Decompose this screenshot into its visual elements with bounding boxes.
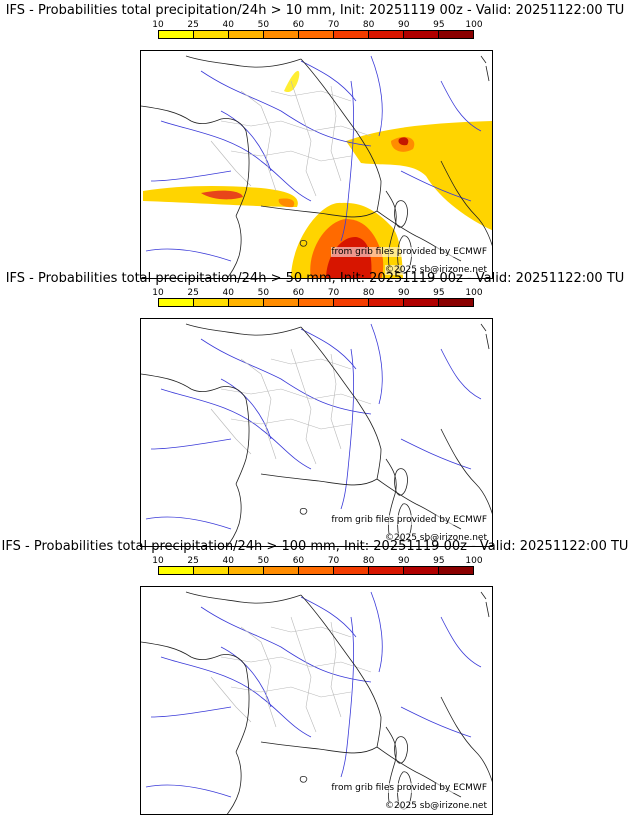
map-title: IFS - Probabilities total precipitation/…	[5, 271, 625, 286]
colorbar-segment	[369, 31, 404, 38]
colorbar-segment	[194, 31, 229, 38]
colorbar-segment	[299, 31, 334, 38]
colorbar-tick-label: 10	[152, 20, 164, 30]
colorbar-segment	[194, 299, 229, 306]
probability-map[interactable]: from grib files provided by ECMWF ©2025 …	[140, 50, 493, 279]
forecast-panel-10mm: IFS - Probabilities total precipitation/…	[0, 3, 630, 279]
colorbar-tick-label: 60	[292, 20, 305, 30]
colorbar-tick-label: 40	[222, 556, 234, 566]
colorbar-tick-label: 100	[465, 288, 483, 298]
coastlines-and-borders	[141, 591, 492, 814]
colorbar-tick-label: 90	[398, 556, 410, 566]
source-credit: from grib files provided by ECMWF	[331, 783, 487, 793]
region-borders	[210, 80, 372, 197]
colorbar-segment	[334, 299, 369, 306]
colorbar-tick-labels: 10 25 40 50 60 70 80 90 95 100	[143, 20, 483, 31]
rivers	[145, 55, 482, 262]
colorbar-segment	[229, 567, 264, 574]
colorbar-tick-label: 25	[187, 20, 199, 30]
islands	[299, 468, 412, 542]
map-title: IFS - Probabilities total precipitation/…	[5, 3, 625, 18]
colorbar-tick-labels: 10 25 40 50 60 70 80 90 95 100	[143, 288, 483, 299]
map-canvas	[141, 323, 492, 546]
colorbar-segment	[159, 299, 194, 306]
map-canvas	[141, 55, 492, 278]
colorbar-segment	[229, 299, 264, 306]
colorbar-segment	[439, 567, 473, 574]
region-borders	[210, 616, 372, 733]
rivers	[145, 591, 482, 798]
prob-area-pyrenees-east	[278, 198, 295, 208]
colorbar	[158, 566, 474, 575]
colorbar-segment	[404, 31, 439, 38]
copyright-notice: ©2025 sb@irizone.net	[385, 265, 487, 275]
colorbar-tick-label: 40	[222, 20, 234, 30]
rivers	[145, 323, 482, 530]
coastlines-and-borders	[141, 323, 492, 546]
probability-map[interactable]: from grib files provided by ECMWF ©2025 …	[140, 318, 493, 547]
colorbar-segment	[334, 567, 369, 574]
colorbar-tick-label: 95	[433, 20, 445, 30]
colorbar-tick-label: 60	[292, 288, 305, 298]
colorbar-tick-label: 100	[465, 556, 483, 566]
colorbar-tick-label: 25	[187, 288, 199, 298]
copyright-notice: ©2025 sb@irizone.net	[385, 801, 487, 811]
colorbar-segment	[404, 567, 439, 574]
colorbar-segment	[264, 567, 299, 574]
copyright-notice: ©2025 sb@irizone.net	[385, 533, 487, 543]
colorbar-segment	[369, 567, 404, 574]
colorbar-segment	[334, 31, 369, 38]
forecast-panel-50mm: IFS - Probabilities total precipitation/…	[0, 271, 630, 547]
source-credit: from grib files provided by ECMWF	[331, 515, 487, 525]
map-canvas	[141, 591, 492, 814]
forecast-panel-100mm: IFS - Probabilities total precipitation/…	[0, 539, 630, 815]
region-borders	[210, 348, 372, 465]
probability-map[interactable]: from grib files provided by ECMWF ©2025 …	[140, 586, 493, 815]
colorbar-tick-label: 70	[327, 556, 340, 566]
colorbar	[158, 298, 474, 307]
colorbar-segment	[404, 299, 439, 306]
colorbar-tick-label: 95	[433, 288, 445, 298]
map-title: IFS - Probabilities total precipitation/…	[1, 539, 629, 554]
prob-area-north	[284, 70, 300, 93]
islands	[299, 736, 412, 810]
colorbar-tick-label: 25	[187, 556, 199, 566]
colorbar-segment	[439, 299, 473, 306]
colorbar-tick-label: 80	[362, 556, 375, 566]
colorbar-segment	[299, 567, 334, 574]
colorbar-tick-label: 50	[257, 20, 270, 30]
colorbar-segment	[159, 567, 194, 574]
colorbar-tick-label: 10	[152, 288, 164, 298]
colorbar-segment	[159, 31, 194, 38]
colorbar-segment	[229, 31, 264, 38]
colorbar-tick-label: 60	[292, 556, 305, 566]
colorbar-tick-label: 50	[257, 556, 270, 566]
colorbar-tick-label: 80	[362, 20, 375, 30]
colorbar-tick-label: 80	[362, 288, 375, 298]
colorbar-segment	[194, 567, 229, 574]
colorbar-tick-label: 95	[433, 556, 445, 566]
colorbar-tick-label: 10	[152, 556, 164, 566]
colorbar-tick-label: 100	[465, 20, 483, 30]
colorbar-segment	[264, 31, 299, 38]
colorbar-segment	[264, 299, 299, 306]
colorbar-tick-label: 90	[398, 20, 410, 30]
colorbar-tick-labels: 10 25 40 50 60 70 80 90 95 100	[143, 556, 483, 567]
colorbar-segment	[439, 31, 473, 38]
colorbar-tick-label: 40	[222, 288, 234, 298]
colorbar-segment	[369, 299, 404, 306]
prob-area-alps-peak	[398, 137, 409, 146]
colorbar	[158, 30, 474, 39]
source-credit: from grib files provided by ECMWF	[331, 247, 487, 257]
prob-area-alps	[346, 121, 492, 231]
colorbar-tick-label: 70	[327, 20, 340, 30]
colorbar-tick-label: 50	[257, 288, 270, 298]
colorbar-segment	[299, 299, 334, 306]
prob-area-pyrenees-core	[201, 190, 243, 200]
colorbar-tick-label: 70	[327, 288, 340, 298]
colorbar-tick-label: 90	[398, 288, 410, 298]
